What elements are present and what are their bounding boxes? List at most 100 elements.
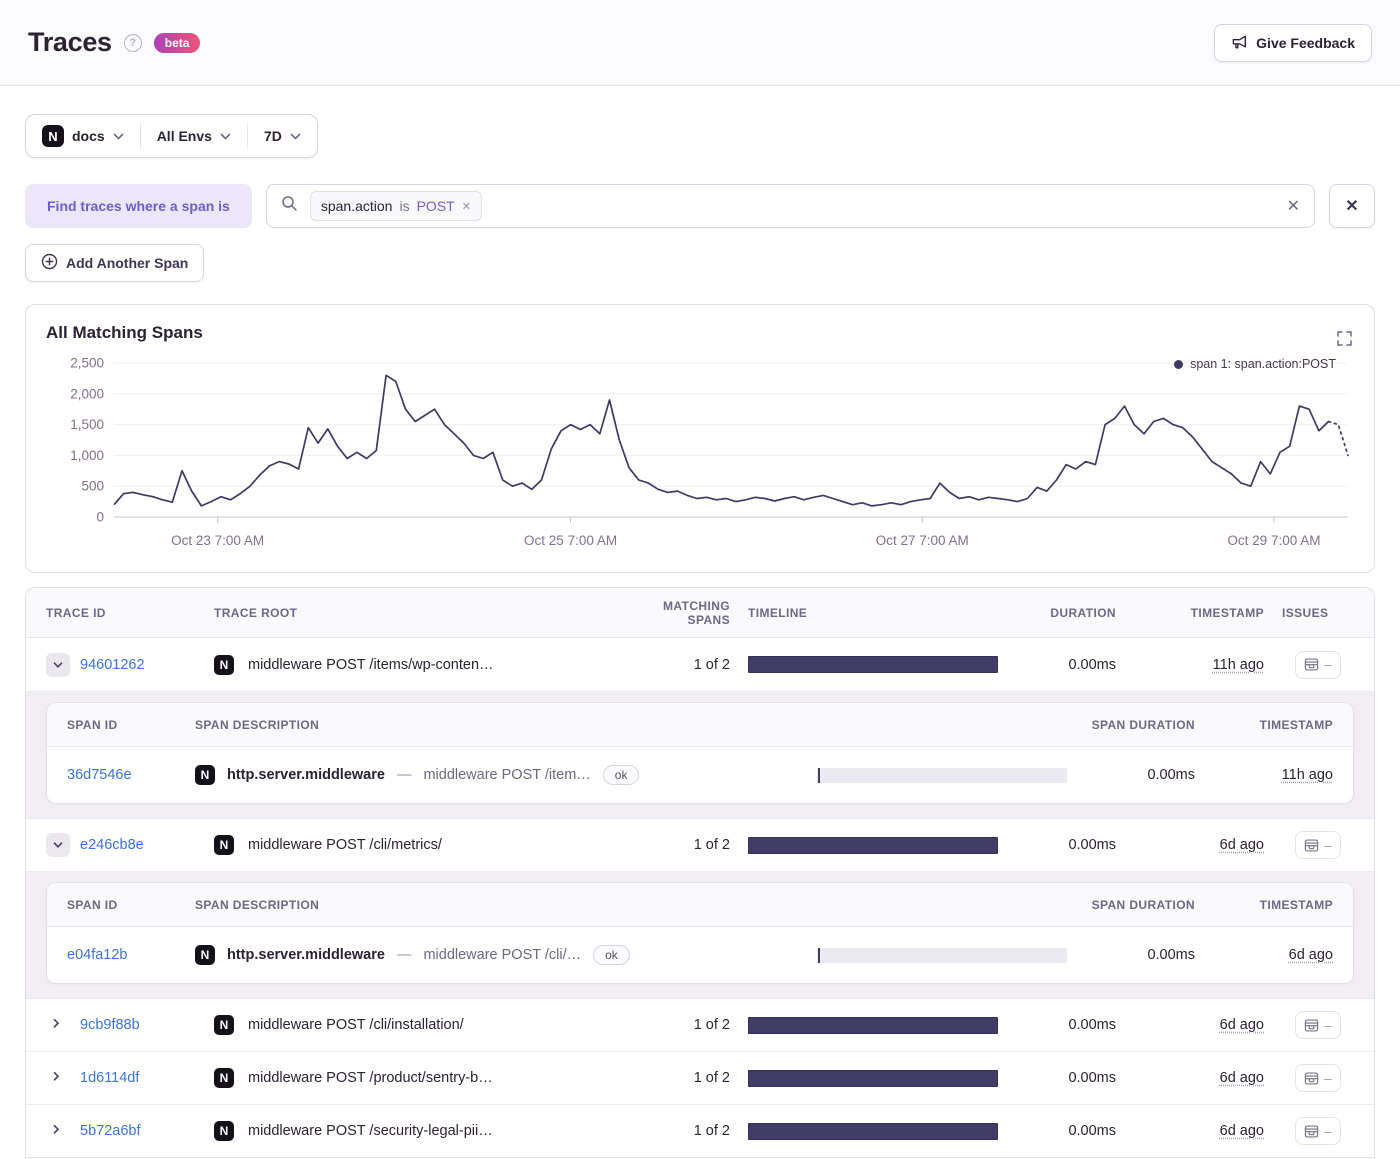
remove-token-icon[interactable]: ✕ (461, 200, 471, 213)
legend-dot-icon (1174, 359, 1184, 369)
chevron-down-icon (113, 133, 124, 140)
span-timeline-bar (817, 767, 1067, 783)
search-icon (281, 195, 298, 217)
divider (246, 123, 248, 149)
span-op: http.server.middleware (227, 947, 385, 963)
filter-bar: N docs All Envs 7D (25, 114, 318, 158)
nextjs-project-icon: N (214, 1015, 234, 1035)
expanded-span-section: SPAN ID SPAN DESCRIPTION SPAN DURATION T… (26, 691, 1374, 818)
matching-spans-count: 1 of 2 (693, 1123, 730, 1139)
give-feedback-button[interactable]: Give Feedback (1214, 23, 1372, 62)
trace-id-link[interactable]: 94601262 (80, 656, 145, 673)
main-content: N docs All Envs 7D Find traces where a s… (0, 86, 1400, 1158)
trace-timeline-bar (748, 836, 998, 854)
svg-text:500: 500 (81, 479, 104, 494)
svg-text:2,000: 2,000 (70, 386, 104, 401)
add-another-span-button[interactable]: Add Another Span (25, 244, 205, 282)
beta-badge: beta (153, 32, 201, 53)
environment-filter[interactable]: All Envs (141, 115, 247, 157)
issues-button[interactable]: – (1295, 1064, 1341, 1092)
matching-spans-count: 1 of 2 (693, 837, 730, 853)
trace-id-link[interactable]: 1d6114df (80, 1070, 140, 1086)
trace-root: middleware POST /security-legal-pii… (248, 1123, 493, 1139)
traces-table: TRACE ID TRACE ROOT MATCHING SPANS TIMEL… (25, 587, 1375, 1158)
span-id-link[interactable]: e04fa12b (67, 947, 128, 963)
megaphone-icon (1231, 33, 1248, 53)
trace-id-link[interactable]: 9cb9f88b (80, 1017, 140, 1033)
nextjs-project-icon: N (214, 654, 234, 675)
span-description: middleware POST /item… (423, 767, 591, 783)
date-range-filter[interactable]: 7D (248, 115, 317, 157)
trace-timestamp[interactable]: 6d ago (1219, 837, 1264, 853)
clear-search-icon[interactable]: ✕ (1286, 198, 1300, 215)
trace-root: middleware POST /product/sentry-b… (248, 1070, 493, 1086)
trace-timestamp[interactable]: 6d ago (1219, 1070, 1264, 1086)
trace-timeline-bar (748, 1069, 998, 1087)
trace-timestamp[interactable]: 6d ago (1219, 1123, 1264, 1139)
svg-text:2,500: 2,500 (70, 356, 104, 371)
span-duration: 0.00ms (1147, 947, 1195, 963)
table-row: 9cb9f88b N middleware POST /cli/installa… (26, 998, 1374, 1051)
chevron-down-icon (220, 133, 231, 140)
span-query-label: Find traces where a span is (25, 184, 252, 228)
trace-id-link[interactable]: e246cb8e (80, 837, 144, 853)
span-status-badge: ok (602, 765, 640, 785)
expand-row-chevron-icon[interactable] (46, 1066, 70, 1090)
span-row: e04fa12b N http.server.middleware — midd… (47, 927, 1353, 983)
trace-id-link[interactable]: 5b72a6bf (80, 1123, 141, 1139)
trace-duration: 0.00ms (1068, 837, 1116, 853)
trace-timestamp[interactable]: 6d ago (1219, 1017, 1264, 1033)
span-search-input[interactable]: span.action is POST ✕ ✕ (265, 184, 1315, 228)
nextjs-project-icon: N (195, 945, 215, 965)
trace-duration: 0.00ms (1068, 1070, 1116, 1086)
filter-token[interactable]: span.action is POST ✕ (309, 191, 482, 221)
trace-duration: 0.00ms (1068, 656, 1116, 673)
expand-row-chevron-icon[interactable] (46, 1119, 70, 1143)
span-timestamp[interactable]: 11h ago (1281, 767, 1333, 783)
matching-spans-chart-panel: All Matching Spans span 1: span.action:P… (25, 304, 1375, 573)
trace-timeline-bar (748, 656, 998, 673)
matching-spans-count: 1 of 2 (693, 656, 730, 673)
svg-text:Oct 25 7:00 AM: Oct 25 7:00 AM (524, 533, 617, 548)
collapse-row-chevron-icon[interactable] (46, 833, 70, 857)
span-status-badge: ok (593, 945, 630, 965)
issues-button[interactable]: – (1295, 831, 1341, 859)
span-id-link[interactable]: 36d7546e (67, 767, 132, 783)
span-op: http.server.middleware (227, 767, 385, 783)
expanded-span-section: SPAN ID SPAN DESCRIPTION SPAN DURATION T… (26, 871, 1374, 998)
table-row: 94601262 N middleware POST /items/wp-con… (26, 638, 1374, 691)
chart-title: All Matching Spans (46, 323, 203, 342)
trace-duration: 0.00ms (1068, 1017, 1116, 1033)
span-timeline-bar (817, 947, 1067, 963)
svg-text:0: 0 (96, 510, 104, 525)
table-row: 1d6114df N middleware POST /product/sent… (26, 1051, 1374, 1104)
expand-chart-icon[interactable] (1337, 331, 1352, 349)
collapse-row-chevron-icon[interactable] (46, 652, 70, 677)
issues-button[interactable]: – (1295, 650, 1341, 679)
trace-timestamp[interactable]: 11h ago (1212, 656, 1264, 673)
table-row: 5b72a6bf N middleware POST /security-leg… (26, 1104, 1374, 1157)
span-timestamp[interactable]: 6d ago (1288, 947, 1333, 963)
expand-row-chevron-icon[interactable] (46, 1013, 70, 1037)
issues-button[interactable]: – (1295, 1011, 1341, 1039)
svg-text:1,500: 1,500 (70, 417, 104, 432)
nextjs-project-icon: N (195, 765, 215, 785)
nextjs-project-icon: N (214, 1068, 234, 1088)
nextjs-project-icon: N (214, 1121, 234, 1141)
trace-timeline-bar (748, 1122, 998, 1140)
divider (139, 123, 141, 149)
remove-span-row-button[interactable]: ✕ (1329, 184, 1375, 228)
project-filter[interactable]: N docs (26, 115, 140, 157)
nextjs-project-icon: N (214, 835, 234, 855)
help-icon[interactable]: ? (123, 33, 142, 52)
chart-legend: span 1: span.action:POST (1174, 357, 1336, 371)
span-table-header: SPAN ID SPAN DESCRIPTION SPAN DURATION T… (47, 883, 1353, 927)
matching-spans-count: 1 of 2 (693, 1070, 730, 1086)
trace-root: middleware POST /cli/installation/ (248, 1017, 464, 1033)
issues-button[interactable]: – (1295, 1117, 1341, 1145)
trace-duration: 0.00ms (1068, 1123, 1116, 1139)
spans-line-chart: 0 500 1,000 1,500 2,000 2,500 Oct 23 7:00 AM Oc… (70, 356, 1349, 548)
page-header: Traces ? beta Give Feedback (0, 0, 1400, 86)
svg-text:Oct 29 7:00 AM: Oct 29 7:00 AM (1227, 533, 1320, 548)
svg-text:1,000: 1,000 (70, 448, 104, 463)
